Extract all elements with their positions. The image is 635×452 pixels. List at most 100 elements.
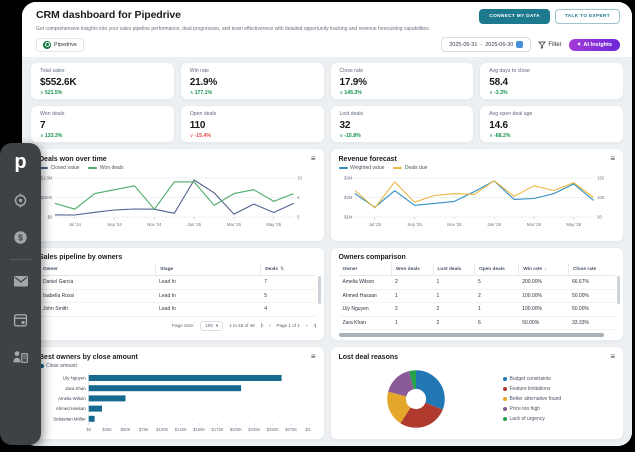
legend-label: Price too high <box>509 406 541 412</box>
legend-item[interactable]: Closed value <box>39 165 79 171</box>
table-row[interactable]: John Smith Lead In 4 <box>39 303 316 317</box>
kpi-label: Avg open deal age <box>489 111 533 117</box>
column-header[interactable]: Won deals <box>391 263 432 275</box>
legend-item[interactable]: Lack of urgency <box>502 416 562 422</box>
kpi-change: ∨-3.3% <box>489 90 614 96</box>
column-header[interactable]: Open deals <box>473 263 518 275</box>
column-header[interactable]: Lost deals <box>432 263 474 275</box>
ai-insights-button[interactable]: ✦ AI Insights <box>568 38 620 51</box>
kpi-label: Close rate <box>339 68 364 74</box>
table-row[interactable]: Isabella Rossi Lead In 5 <box>39 290 316 303</box>
connect-data-button[interactable]: CONNECT MY DATA <box>479 9 550 24</box>
table-vertical-scrollbar[interactable] <box>617 276 620 304</box>
arrow-down-icon: ∨ <box>489 90 494 96</box>
table-cell: 4 <box>264 306 267 313</box>
talk-expert-button[interactable]: TALK TO EXPERT <box>554 9 620 24</box>
date-end-value[interactable]: 2025-06-30 <box>485 41 514 48</box>
kpi-value: 17.9% <box>339 76 368 88</box>
legend-item[interactable]: Won deals <box>88 165 123 171</box>
lost-reasons-donut-chart <box>386 370 445 428</box>
table-cell: 100.00% <box>522 306 542 313</box>
legend-swatch <box>502 396 507 402</box>
card-menu-icon[interactable]: ≡ <box>610 154 615 163</box>
pager-prev-icon[interactable]: ‹ <box>269 322 271 329</box>
card-menu-icon[interactable]: ≡ <box>310 154 316 163</box>
card-title: Owners comparison <box>338 254 406 261</box>
svg-text:$250K: $250K <box>267 427 279 432</box>
legend-item[interactable]: Feature limitations <box>502 386 562 392</box>
column-label: Owner <box>342 266 358 272</box>
table-cell: Lead In <box>159 292 176 299</box>
table-cell: Zara Khan <box>342 319 366 326</box>
table-row[interactable]: Daniel Garcia Lead In 7 <box>39 276 316 290</box>
owners-table: Owner Won deals Lost deals Open deals Win ra… <box>338 263 615 330</box>
table-row[interactable]: Zara Khan 1 2 6 50.00% 33.33% <box>338 317 615 330</box>
pipedrive-logo[interactable]: p <box>14 151 27 173</box>
table-cell: 6 <box>477 319 481 326</box>
svg-text:100: 100 <box>597 195 605 200</box>
column-label: Open deals <box>478 266 505 272</box>
kpi-card: Won deals 7 ∧133.3% <box>30 105 175 143</box>
svg-text:Jul '25: Jul '25 <box>368 222 381 227</box>
card-menu-icon[interactable]: ≡ <box>310 352 316 361</box>
kpi-card: Win rate 21.9% ∧177.1% <box>179 62 325 100</box>
pager-first-icon[interactable]: |‹ <box>260 322 264 329</box>
legend-item[interactable]: Close amount <box>39 363 77 369</box>
sparkle-icon: ✦ <box>576 41 582 48</box>
column-header[interactable]: Close rate <box>567 263 615 275</box>
pager-last-icon[interactable]: ›| <box>313 322 316 329</box>
calendar-nav-icon[interactable] <box>13 312 28 327</box>
column-header[interactable]: Deals ⇅ <box>260 263 315 275</box>
kpi-card: Avg open deal age 14.6 ∨-68.2% <box>479 105 624 143</box>
table-row[interactable]: Amelia Wilson 2 1 5 200.00% 66.67% <box>338 276 615 290</box>
kpi-card: Total sales $552.6K ∧521.5% <box>30 62 175 100</box>
kpi-change-value: -68.2% <box>494 133 511 139</box>
table-cell: 2 <box>477 292 481 299</box>
table-horizontal-scrollbar[interactable] <box>338 333 604 337</box>
kpi-label: Lost deals <box>339 111 364 117</box>
table-header-row: Owner Stage Deals ⇅ <box>39 263 316 276</box>
table-cell: 7 <box>264 279 267 286</box>
table-cell: 2 <box>395 279 398 286</box>
kpi-change: ∨-15.4% <box>190 133 315 139</box>
pipedrive-source-badge[interactable]: Pipedrive <box>36 37 84 52</box>
svg-text:$0: $0 <box>48 215 53 220</box>
legend-item[interactable]: Price too high <box>502 406 562 412</box>
column-header[interactable]: Owner <box>39 263 155 275</box>
revenue-forecast-line-chart: $3M 150 $2M 100 $1M 50 Jul '25 Sep '25 Nov '25 Ja… <box>344 176 605 227</box>
svg-text:$100K: $100K <box>156 427 168 432</box>
chevron-down-icon: ▾ <box>215 322 219 328</box>
table-cell: 1 <box>395 319 398 326</box>
legend-item[interactable]: Budget constraints <box>502 376 562 382</box>
column-header[interactable]: Win rate ↓ <box>518 263 568 275</box>
page-indicator: Page 1 of 1 <box>276 323 300 328</box>
deals-won-line-chart: $1.0M 10 $500K 5 $0 0 Jul '24 Sep '24 Nov '24 Jan… <box>40 176 302 227</box>
table-vertical-scrollbar[interactable] <box>317 276 321 304</box>
legend-swatch <box>338 167 348 169</box>
page-size-select[interactable]: 100 ▾ <box>200 320 224 331</box>
legend-swatch <box>502 386 507 392</box>
arrow-up-icon: ∧ <box>339 90 344 96</box>
card-menu-icon[interactable]: ≡ <box>610 352 615 361</box>
svg-text:Mar '26: Mar '26 <box>526 222 541 227</box>
pager-next-icon[interactable]: › <box>305 322 308 329</box>
table-cell: 2 <box>436 319 440 326</box>
target-icon[interactable] <box>13 193 28 208</box>
contacts-icon[interactable] <box>12 349 29 364</box>
date-start-value[interactable]: 2025-05-31 <box>449 41 478 48</box>
pipeline-table-card: Sales pipeline by owners Owner Stage Deals… <box>30 247 325 341</box>
column-header[interactable]: Owner <box>339 263 392 275</box>
legend-item[interactable]: Better alternative found <box>502 396 561 402</box>
date-range-picker[interactable]: 2025-05-31 - 2025-06-30 <box>441 37 532 52</box>
mail-icon[interactable] <box>13 274 29 288</box>
column-label: Stage <box>160 266 174 272</box>
dollar-icon[interactable]: $ <box>13 230 28 245</box>
column-header[interactable]: Stage <box>155 263 260 275</box>
table-cell: Daniel Garcia <box>43 279 74 286</box>
dashboard-page: CRM dashboard for Pipedrive CONNECT MY D… <box>22 2 632 446</box>
legend-item[interactable]: Weighted value <box>338 165 384 171</box>
filter-button[interactable]: Filter <box>538 41 562 49</box>
legend-item[interactable]: Deals due <box>393 165 427 171</box>
table-row[interactable]: Ahmed Hassan 1 1 2 100.00% 50.00% <box>338 290 615 303</box>
table-row[interactable]: Lily Nguyen 2 2 1 100.00% 50.00% <box>338 303 615 317</box>
